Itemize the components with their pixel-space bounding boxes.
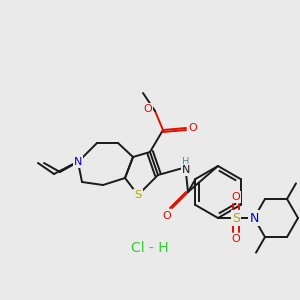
Text: O: O bbox=[163, 211, 171, 221]
Text: O: O bbox=[189, 123, 197, 133]
Text: N: N bbox=[249, 212, 259, 224]
Text: N: N bbox=[74, 157, 82, 167]
Text: Cl - H: Cl - H bbox=[131, 241, 169, 255]
Text: O: O bbox=[144, 104, 152, 114]
Text: S: S bbox=[134, 190, 142, 200]
Text: N: N bbox=[182, 165, 190, 175]
Text: O: O bbox=[232, 192, 240, 202]
Text: S: S bbox=[232, 212, 240, 224]
Text: O: O bbox=[232, 234, 240, 244]
Text: H: H bbox=[182, 157, 190, 167]
